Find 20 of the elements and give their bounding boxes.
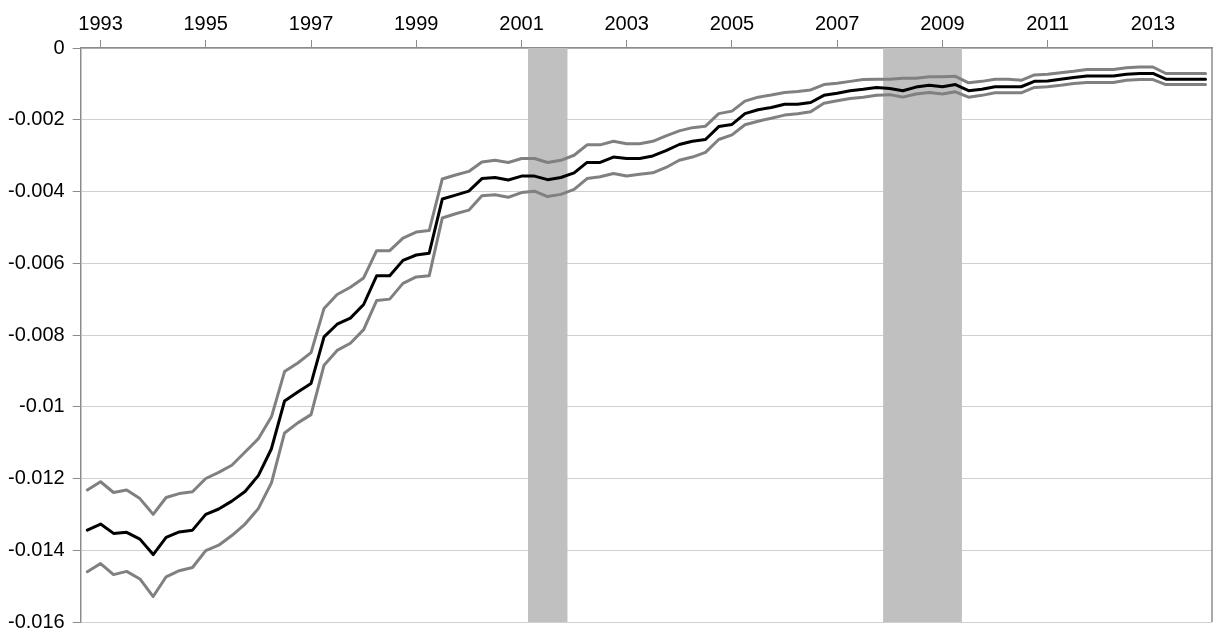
x-tick-label: 2013 [1130,11,1176,34]
y-tick-label: -0.014 [7,537,65,560]
y-tick-label: -0.004 [7,179,65,202]
y-tick-label: -0.01 [19,394,65,417]
y-tick-label: -0.006 [7,250,65,273]
y-tick-label: -0.016 [7,609,65,632]
y-tick-label: -0.002 [7,107,65,130]
x-tick-label: 2005 [709,11,755,34]
x-tick-label: 2001 [499,11,544,34]
x-tick-label: 2003 [604,11,649,34]
x-tick-label: 1997 [288,11,334,34]
y-tick-label: -0.012 [7,466,65,489]
x-tick-label: 2009 [920,11,965,34]
y-tick-label: -0.008 [7,322,65,345]
x-tick-label: 1995 [183,11,228,34]
x-tick-label: 1999 [393,11,439,34]
x-tick-label: 1993 [78,11,123,34]
x-tick-label: 2007 [814,11,860,34]
y-tick-label: 0 [53,35,65,58]
x-tick-label: 2011 [1026,11,1070,34]
